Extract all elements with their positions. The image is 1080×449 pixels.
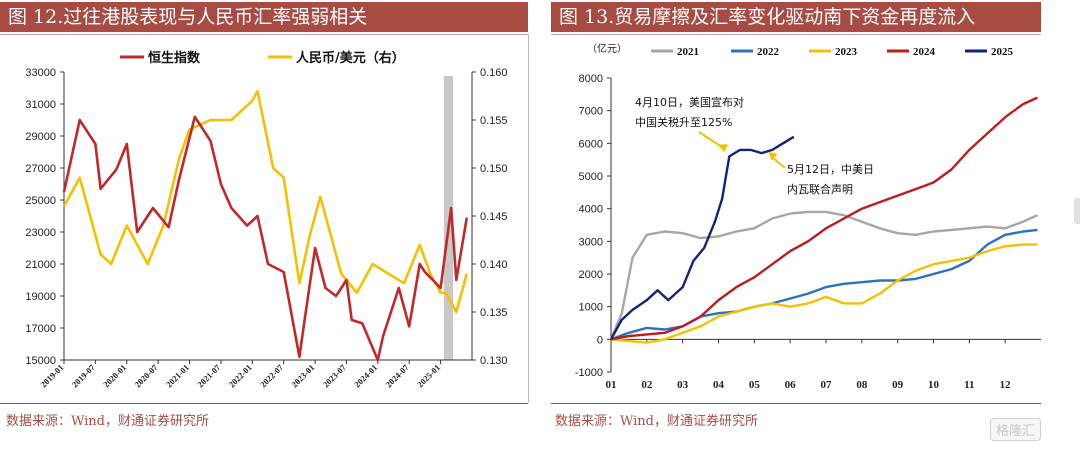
x-tick-label: 09: [892, 379, 904, 391]
x-tick-label: 06: [785, 379, 797, 391]
right-tick-label: 0.130: [480, 355, 508, 367]
southbound-chart: 8000 7000 6000 5000 4000 3000 2000 1000 0 -100001…: [575, 42, 1041, 391]
x-tick-label: 10: [928, 379, 940, 391]
left-tick-label: 21000: [25, 259, 56, 271]
y-tick-label: -1000: [575, 367, 603, 379]
annotation-text: 内瓦联合声明: [787, 182, 853, 196]
left-tick-label: 23000: [25, 227, 56, 239]
x-tick-label: 01: [606, 379, 617, 391]
source-divider: [0, 403, 528, 404]
shaded-period: [443, 76, 454, 360]
x-tick-label: 2021-07: [195, 362, 223, 390]
x-tick-label: 2021-01: [164, 362, 191, 389]
series-line-2025: [609, 135, 795, 340]
chart-title: 图 13.贸易摩擦及汇率变化驱动南下资金再度流入: [551, 2, 1041, 32]
x-tick-label: 2024-07: [384, 362, 412, 390]
y-tick-label: 2000: [579, 269, 603, 281]
x-tick-label: 04: [713, 379, 725, 391]
source-note: 数据来源：Wind，财通证券研究所: [6, 414, 209, 429]
left-tick-label: 31000: [25, 99, 56, 111]
y-tick-label: 3000: [579, 236, 603, 248]
y-tick-label: 7000: [579, 106, 603, 118]
panel-border: [528, 34, 529, 403]
source-divider: [551, 403, 1041, 404]
right-tick-label: 0.140: [480, 259, 508, 271]
x-tick-label: 12: [1000, 379, 1012, 391]
legend-label: 2025: [991, 46, 1014, 58]
annotation-text: 5月12日，中美日: [787, 163, 874, 176]
x-tick-label: 07: [821, 379, 833, 391]
annotation-arrowhead: [718, 144, 729, 153]
hsi-cny-chart: 33000 31000 29000 27000 25000 23000 21000 19000…: [25, 50, 508, 390]
left-tick-label: 29000: [25, 131, 56, 143]
watermark-logo: 格隆汇: [990, 418, 1042, 441]
x-tick-label: 08: [856, 379, 868, 391]
x-tick-label: 11: [964, 379, 974, 391]
x-tick-label: 2022-01: [227, 362, 254, 389]
y-tick-label: 1000: [579, 302, 603, 314]
left-tick-label: 25000: [25, 195, 56, 207]
title-underline: [0, 34, 528, 35]
series-line-2021: [609, 210, 1038, 340]
legend-label: 2022: [757, 46, 780, 58]
series-line-2022: [610, 228, 1038, 341]
right-tick-label: 0.145: [480, 211, 508, 223]
y-tick-label: 6000: [579, 138, 603, 150]
x-tick-label: 2023-01: [289, 362, 316, 389]
series-line-2024: [610, 96, 1038, 341]
chart-panel-southbound: 图 13.贸易摩擦及汇率变化驱动南下资金再度流入 8000 7000 6000 500…: [551, 0, 1061, 449]
y-tick-label: 8000: [579, 73, 603, 85]
y-tick-label: 0: [597, 334, 603, 346]
x-tick-label: 2022-07: [258, 362, 286, 390]
annotation-arrowhead: [768, 151, 778, 161]
x-tick-label: 03: [677, 379, 689, 391]
legend-label: 恒生指数: [148, 50, 201, 66]
source-note: 数据来源：Wind，财通证券研究所: [555, 414, 758, 429]
x-tick-label: 2023-07: [321, 362, 349, 390]
x-tick-label: 2025-01: [415, 362, 442, 389]
left-tick-label: 19000: [25, 291, 56, 303]
left-tick-label: 33000: [25, 67, 56, 79]
x-tick-label: 2019-07: [70, 362, 98, 390]
chart-panel-hsi-cny: 图 12.过往港股表现与人民币汇率强弱相关 33000 31000 29000 270…: [0, 0, 530, 449]
scroll-handle[interactable]: [1074, 198, 1080, 224]
x-tick-label: 05: [749, 379, 761, 391]
title-underline: [551, 34, 1041, 35]
legend-label: 2021: [677, 46, 699, 58]
y-unit-label: （亿元）: [587, 42, 627, 55]
right-tick-label: 0.160: [480, 67, 508, 79]
x-tick-label: 2020-07: [132, 362, 160, 390]
legend-label: 人民币/美元（右）: [296, 50, 405, 66]
x-tick-label: 2020-01: [101, 362, 128, 389]
series-line-2023: [610, 243, 1038, 344]
right-tick-label: 0.155: [480, 115, 508, 127]
x-tick-label: 02: [641, 379, 653, 391]
legend-label: 2024: [913, 46, 936, 58]
left-tick-label: 17000: [25, 323, 56, 335]
cny-line: [62, 89, 469, 314]
left-tick-label: 27000: [25, 163, 56, 175]
chart-title: 图 12.过往港股表现与人民币汇率强弱相关: [0, 2, 528, 32]
right-tick-label: 0.135: [480, 307, 508, 319]
right-tick-label: 0.150: [480, 163, 508, 175]
y-tick-label: 5000: [579, 171, 603, 183]
x-tick-label: 2024-01: [352, 362, 379, 389]
left-tick-label: 15000: [25, 355, 56, 367]
legend-label: 2023: [835, 46, 858, 58]
y-tick-label: 4000: [579, 204, 603, 216]
hsi-line: [62, 115, 469, 362]
annotation-text: 4月10日，美国宣布对: [635, 95, 744, 109]
annotation-text: 中国关税升至125%: [635, 115, 732, 129]
